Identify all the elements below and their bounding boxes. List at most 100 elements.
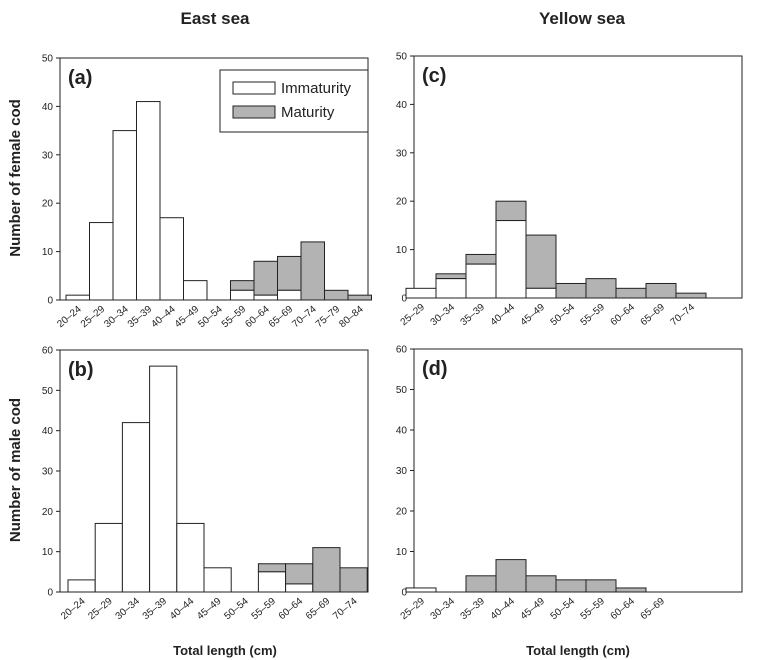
x-tick-label: 40–44 (489, 302, 518, 329)
y-tick-label: 20 (42, 507, 54, 518)
bar-maturity (675, 292, 707, 299)
x-tick-label: 40–44 (489, 596, 518, 623)
bar-maturity (253, 260, 278, 296)
bar-immaturity (277, 289, 302, 301)
bar-immaturity (159, 217, 184, 301)
y-tick-label: 50 (396, 52, 408, 63)
x-tick-label: 70–74 (290, 304, 319, 331)
bar-immaturity (405, 587, 437, 593)
x-tick-label: 65–69 (304, 596, 333, 623)
panel-label: (c) (422, 65, 446, 87)
bar-maturity (324, 289, 349, 301)
y-tick-label: 0 (401, 588, 407, 599)
bar-immaturity (136, 101, 161, 301)
legend-box (219, 69, 369, 133)
x-tick-label: 80–84 (337, 304, 366, 331)
x-tick-label: 20–24 (59, 596, 88, 623)
bar-maturity (465, 575, 497, 593)
x-tick-label: 70–74 (331, 596, 360, 623)
plot-frame (413, 55, 743, 299)
y-tick-label: 50 (396, 385, 408, 396)
x-tick-label: 70–74 (669, 302, 698, 329)
x-tick-label: 40–44 (149, 304, 178, 331)
bar-immaturity (89, 222, 114, 301)
bar-immaturity (495, 220, 527, 299)
y-tick-label: 10 (42, 547, 54, 558)
x-tick-label: 35–39 (141, 596, 170, 623)
bar-maturity (230, 280, 255, 291)
x-tick-label: 60–64 (609, 302, 638, 329)
bar-maturity (257, 563, 287, 573)
bar-immaturity (435, 278, 467, 299)
bar-maturity (495, 200, 527, 222)
x-tick-label: 25–29 (86, 596, 115, 623)
bar-maturity (615, 587, 647, 593)
bar-immaturity (121, 422, 151, 593)
bar-immaturity (149, 365, 178, 593)
y-tick-label: 40 (396, 100, 408, 111)
col-title-yellow: Yellow sea (539, 9, 626, 28)
bar-maturity (312, 547, 341, 593)
x-tick-label: 60–64 (243, 304, 272, 331)
x-tick-label: 55–59 (250, 596, 279, 623)
x-tick-label: 55–59 (220, 304, 249, 331)
bar-immaturity (465, 263, 497, 299)
y-tick-label: 30 (396, 148, 408, 159)
y-tick-label: 60 (396, 345, 408, 356)
y-tick-label: 10 (42, 247, 54, 258)
bar-maturity (339, 567, 368, 593)
ylabel-female: Number of female cod (7, 99, 24, 257)
x-tick-label: 75–79 (314, 304, 343, 331)
x-tick-label: 60–64 (277, 596, 306, 623)
legend: Immaturity Maturity (219, 69, 369, 133)
x-tick-label: 55–59 (579, 302, 608, 329)
bar-maturity (615, 287, 647, 299)
bar-immaturity (285, 583, 314, 593)
x-tick-label: 65–69 (267, 304, 296, 331)
bar-immaturity (230, 289, 255, 301)
legend-label-immaturity: Immaturity (281, 80, 352, 97)
bar-maturity (525, 234, 557, 289)
y-tick-label: 50 (42, 54, 54, 65)
y-tick-label: 60 (42, 346, 54, 357)
y-tick-label: 0 (47, 296, 53, 307)
y-tick-label: 40 (396, 426, 408, 437)
bar-immaturity (253, 294, 278, 301)
panel-label: (a) (68, 67, 92, 89)
x-tick-label: 40–44 (168, 596, 197, 623)
x-tick-label: 30–34 (114, 596, 143, 623)
y-tick-label: 0 (47, 588, 53, 599)
bar-maturity (645, 282, 677, 299)
bar-immaturity (94, 522, 123, 593)
x-tick-label: 35–39 (459, 596, 488, 623)
bar-immaturity (65, 294, 90, 301)
bar-maturity (585, 278, 617, 299)
panel-c: 0 10 20 30 40 50 25–29 30–34 35–39 40–44 45–49 50–5… (396, 52, 743, 329)
x-tick-label: 20–24 (55, 304, 84, 331)
bar-maturity (525, 575, 557, 593)
x-tick-label: 45–49 (195, 596, 224, 623)
bar-immaturity (176, 522, 205, 593)
x-tick-label: 25–29 (399, 596, 428, 623)
bar-immaturity (183, 280, 208, 301)
x-tick-label: 30–34 (429, 302, 458, 329)
bar-maturity (465, 253, 497, 265)
bar-immaturity (203, 567, 232, 593)
x-tick-label: 60–64 (609, 596, 638, 623)
x-tick-label: 30–34 (429, 596, 458, 623)
bar-immaturity (67, 579, 96, 593)
x-tick-label: 25–29 (79, 304, 108, 331)
panel-label: (d) (422, 358, 448, 380)
y-tick-label: 30 (42, 467, 54, 478)
panel-b: 0 10 20 30 40 50 60 20–2425–2930–3435–3940–4445… (42, 346, 369, 623)
x-tick-label: 45–49 (519, 596, 548, 623)
legend-label-maturity: Maturity (281, 104, 335, 121)
x-tick-label: 45–49 (173, 304, 202, 331)
x-tick-label: 65–69 (639, 302, 668, 329)
plot-frame (413, 348, 743, 593)
x-tick-label: 55–59 (579, 596, 608, 623)
plot-frame (59, 57, 369, 301)
panel-d: 0 10 20 30 40 50 60 25–29 30–34 35–39 40–44 45–49 50… (396, 345, 743, 623)
x-tick-label: 50–54 (222, 596, 251, 623)
